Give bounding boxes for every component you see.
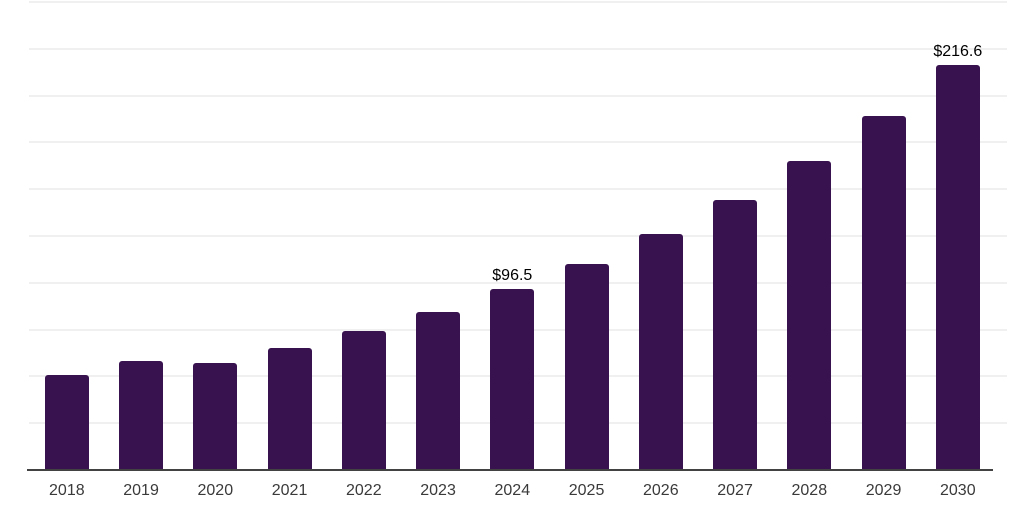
bar-2029 <box>861 116 906 470</box>
x-tick-2022: 2022 <box>346 482 382 499</box>
bar-2027 <box>713 200 758 470</box>
x-tick-2026: 2026 <box>643 482 679 499</box>
x-tick-2029: 2029 <box>865 482 902 499</box>
gridline <box>29 47 1007 50</box>
gridline <box>29 235 1007 237</box>
data-label-2030: $216.6 <box>933 42 983 60</box>
x-axis-tick-labels: 2018 2019 2020 2021 2022 2023 2024 2025 2026 2027… <box>29 482 1007 502</box>
bar-2023 <box>416 312 461 470</box>
bar-2022 <box>341 331 386 470</box>
x-axis-line <box>27 469 993 471</box>
gridline <box>29 188 1007 191</box>
x-tick-2023: 2023 <box>420 482 456 499</box>
bar-2020 <box>193 362 238 470</box>
bar-2021 <box>267 348 312 470</box>
gridline <box>29 94 1007 97</box>
bar-2026 <box>638 234 683 470</box>
x-tick-2028: 2028 <box>791 482 828 499</box>
x-tick-2025: 2025 <box>568 482 605 499</box>
bar-2024 <box>490 289 535 470</box>
x-tick-2021: 2021 <box>271 482 308 499</box>
x-tick-2024: 2024 <box>494 482 531 499</box>
bar-2018 <box>44 375 89 470</box>
x-tick-2027: 2027 <box>717 482 753 499</box>
x-tick-2020: 2020 <box>197 482 234 499</box>
bar-2028 <box>787 161 832 470</box>
bar-2019 <box>119 360 164 470</box>
gridline <box>29 1 1007 3</box>
x-tick-2018: 2018 <box>49 482 85 499</box>
data-label-2024: $96.5 <box>492 267 533 285</box>
gridline <box>29 141 1007 144</box>
bar-2025 <box>564 264 609 470</box>
plot-area: $96.5 $216.6 <box>29 1 1007 470</box>
gridline <box>29 281 1007 284</box>
bar-2030 <box>935 64 980 470</box>
x-tick-2019: 2019 <box>123 482 159 499</box>
x-tick-2030: 2030 <box>940 482 976 499</box>
